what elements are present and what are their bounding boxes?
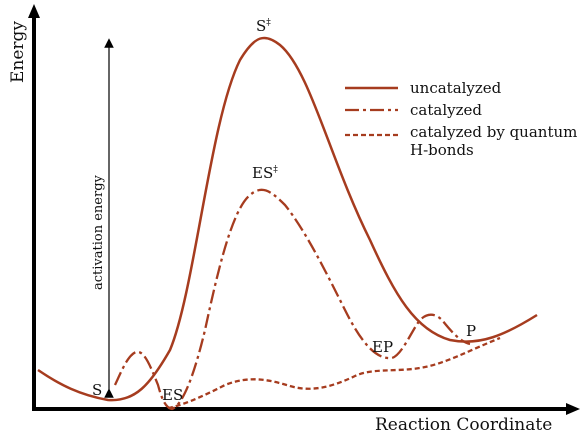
state-p-label: P [466,322,476,340]
state-s-ts-mark: ‡ [266,18,271,28]
y-axis-arrowhead [28,4,40,18]
quantum-curve [167,336,501,410]
x-axis-label: Reaction Coordinate [375,415,552,433]
state-es-ts-mark: ‡ [273,165,278,175]
state-s-label: S [92,381,102,399]
uncatalyzed-curve [37,36,538,402]
state-es-ts-text: ES [252,164,273,182]
legend-label-quantum-line2: H-bonds [410,141,474,159]
state-s-ts-text: S [256,17,266,35]
legend-label-catalyzed: catalyzed [410,101,482,119]
activation-energy-label: activation energy [91,174,106,290]
axes [28,4,580,415]
legend-label-quantum-line1: catalyzed by quantum [410,123,577,141]
legend-label-uncatalyzed: uncatalyzed [410,79,502,97]
legend: uncatalyzed catalyzed catalyzed by quant… [345,79,577,159]
x-axis-arrowhead [566,403,580,415]
state-ep-label: EP [372,338,393,356]
y-axis-label: Energy [8,21,28,83]
catalyzed-curve [113,188,471,411]
state-s-ts-label: S‡ [256,17,271,35]
state-es-ts-label: ES‡ [252,164,278,182]
state-es-label: ES [162,386,183,404]
